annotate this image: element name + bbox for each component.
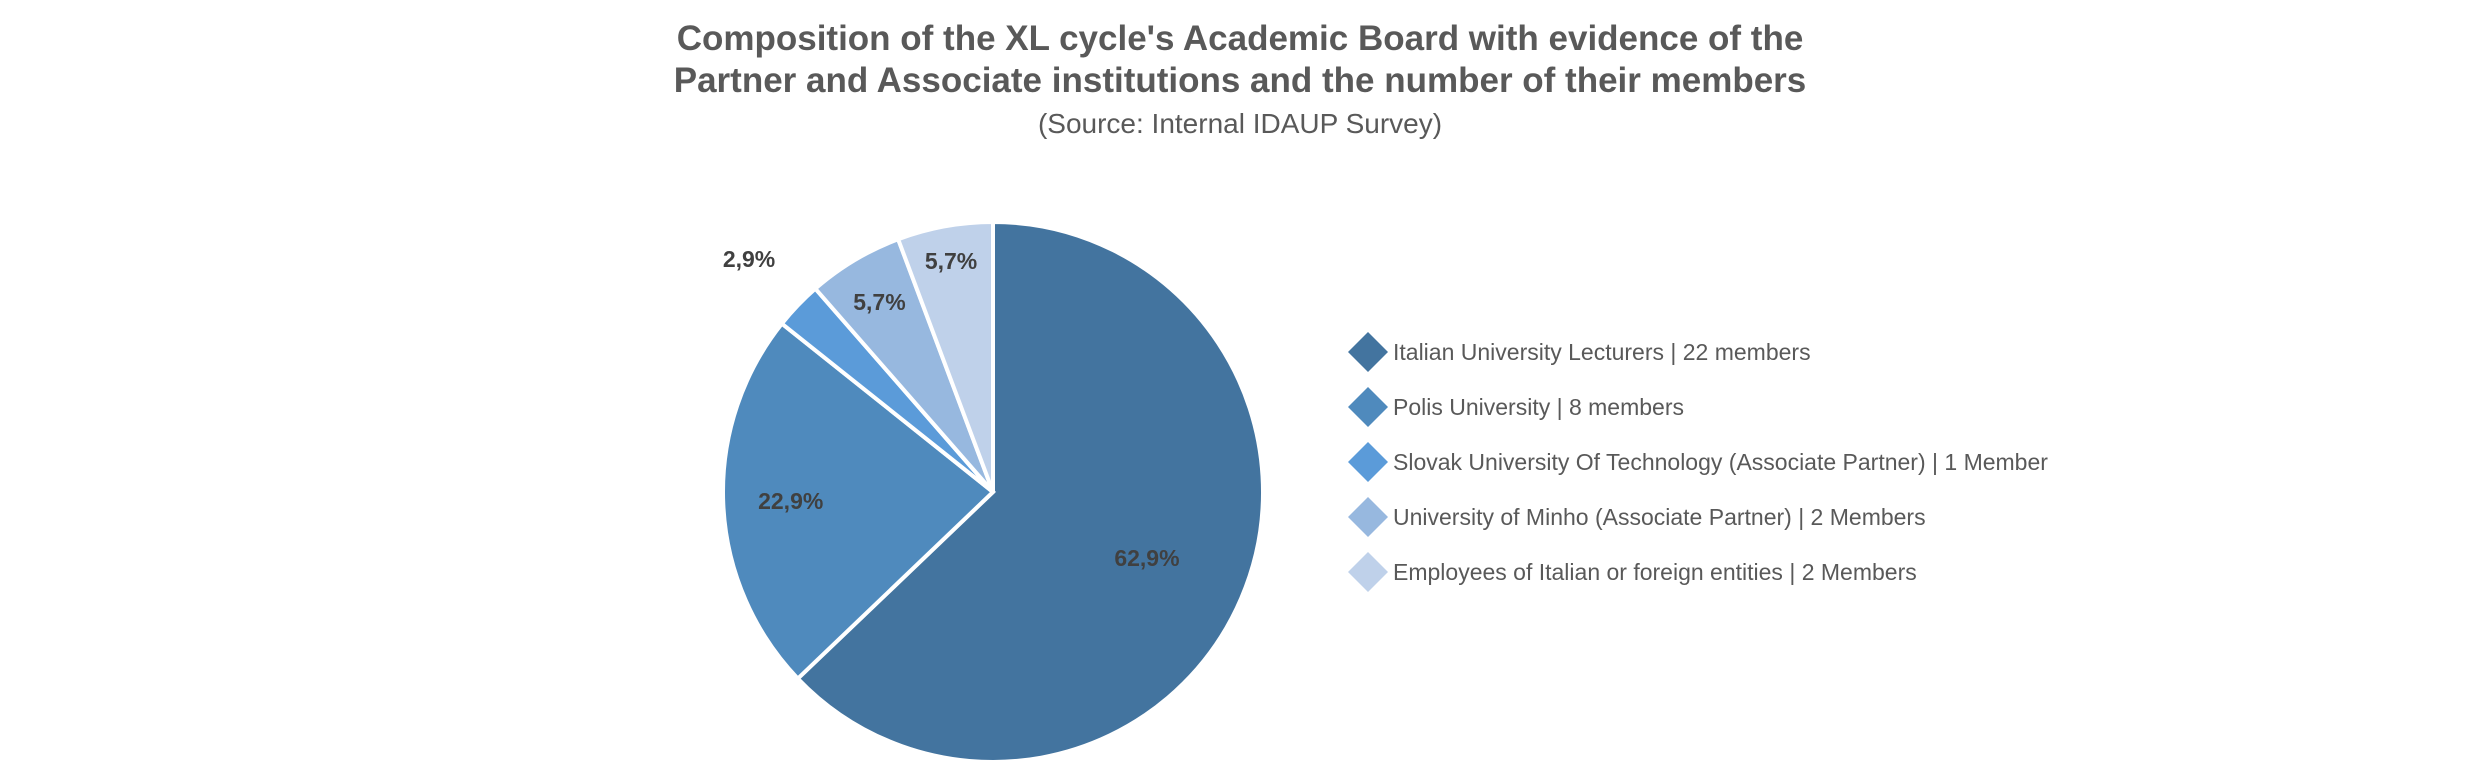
slice-data-label: 5,7% bbox=[925, 248, 977, 274]
legend-marker bbox=[1348, 552, 1388, 592]
pie-slice bbox=[795, 219, 1265, 764]
slice-data-label: 22,9% bbox=[758, 488, 823, 514]
legend-item: Italian University Lecturers | 22 member… bbox=[1348, 332, 1811, 372]
legend-label: University of Minho (Associate Partner) … bbox=[1393, 504, 1926, 530]
pie-data-labels: 62,9% 22,9% 2,9% 5,7% 5,7% bbox=[723, 246, 1180, 571]
legend-item: University of Minho (Associate Partner) … bbox=[1348, 497, 1926, 537]
legend-item: Slovak University Of Technology (Associa… bbox=[1348, 442, 2048, 482]
chart-header: Composition of the XL cycle's Academic B… bbox=[0, 18, 2480, 144]
legend-marker bbox=[1348, 442, 1388, 482]
legend-item: Polis University | 8 members bbox=[1348, 387, 1684, 427]
chart-subtitle: (Source: Internal IDAUP Survey) bbox=[1037, 108, 1443, 139]
legend-label: Italian University Lecturers | 22 member… bbox=[1393, 339, 1811, 365]
pie-slice bbox=[721, 320, 997, 682]
legend-label: Polis University | 8 members bbox=[1393, 394, 1684, 420]
legend-marker bbox=[1348, 387, 1388, 427]
slice-data-label: 2,9% bbox=[723, 246, 775, 272]
legend-marker bbox=[1348, 497, 1388, 537]
pie-slices bbox=[721, 219, 1265, 764]
slice-data-label: 62,9% bbox=[1114, 545, 1179, 571]
legend-label: Employees of Italian or foreign entities… bbox=[1393, 559, 1917, 585]
chart-legend: Italian University Lecturers | 22 member… bbox=[1348, 332, 2048, 592]
legend-marker bbox=[1348, 332, 1388, 372]
pie-slice bbox=[895, 219, 995, 493]
chart-title: Composition of the XL cycle's Academic B… bbox=[673, 19, 1807, 100]
legend-item: Employees of Italian or foreign entities… bbox=[1348, 552, 1917, 592]
slice-data-label: 5,7% bbox=[853, 289, 905, 315]
legend-label: Slovak University Of Technology (Associa… bbox=[1393, 449, 2048, 475]
